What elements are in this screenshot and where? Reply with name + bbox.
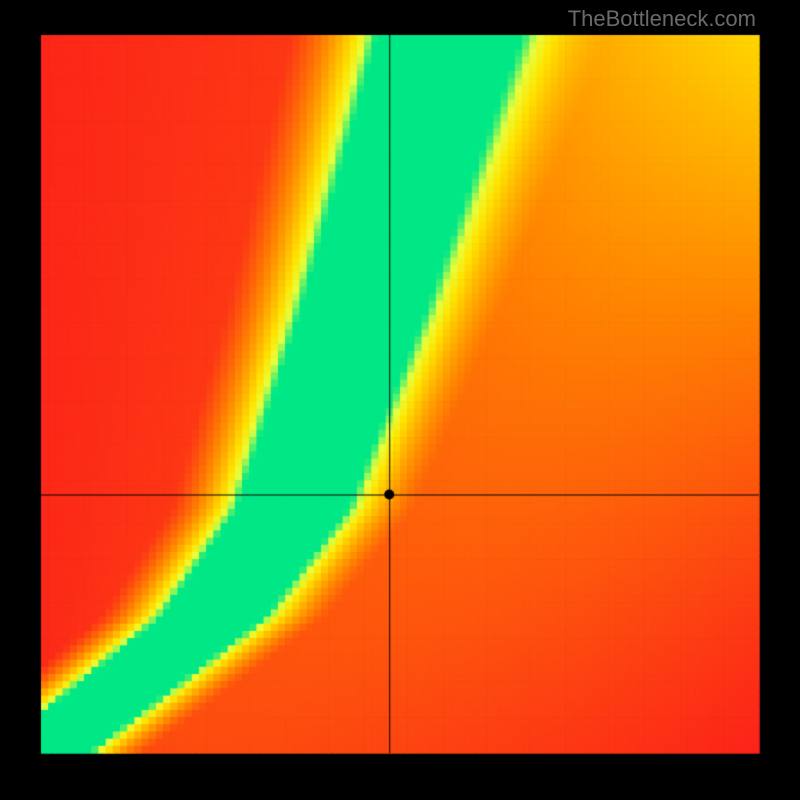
chart-container: TheBottleneck.com: [0, 0, 800, 800]
watermark-text: TheBottleneck.com: [568, 6, 756, 32]
bottleneck-heatmap: [0, 0, 800, 800]
